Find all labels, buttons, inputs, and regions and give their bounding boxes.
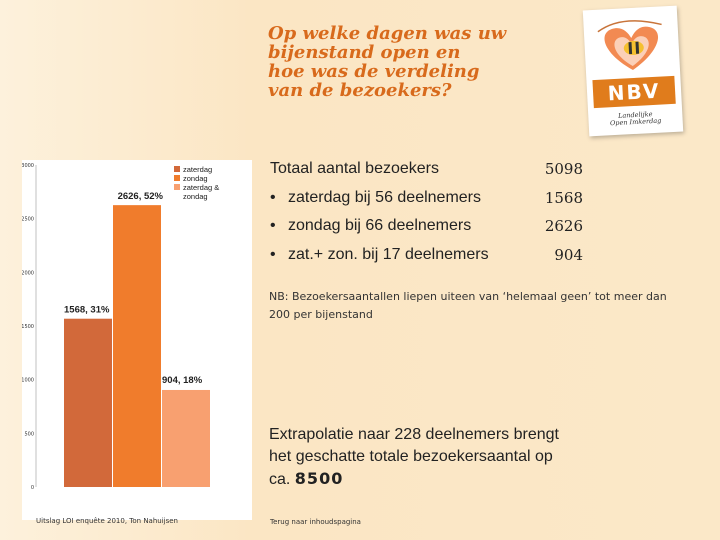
bee-heart-icon [597,20,662,71]
bullet: • [270,189,276,206]
logo-subtitle: Landelijke Open Imkerdag [609,110,662,128]
item-label: zat.+ zon. bij 17 deelnemers [288,246,489,263]
y-tick-label: 1500 [22,324,34,330]
extrapolation-number: 8500 [294,469,344,488]
bar-1 [64,318,112,487]
nbv-brand: NBV [592,75,676,109]
legend-label: zondag [183,192,208,201]
y-tick-label: 500 [24,431,34,437]
nbv-logo: NBV Landelijke Open Imkerdag [582,5,684,137]
data-label: 904, 18% [162,375,203,386]
y-tick-label: 0 [31,485,34,491]
legend-label: zaterdag & [183,183,219,192]
item-label: zondag bij 66 deelnemers [288,217,472,234]
y-tick-label: 2000 [22,270,34,276]
bar-2 [113,205,161,487]
item-label: zaterdag bij 56 deelnemers [288,189,482,206]
total-label: Totaal aantal bezoekers [270,160,439,177]
item-value: 1568 [544,189,583,207]
item-value: 2626 [544,217,583,235]
y-tick-label: 1000 [22,378,34,384]
page-title: Op welke dagen was uw bijenstand open en… [268,23,507,101]
extrapolation-text: Extrapolatie naar 228 deelnemers brengt … [269,424,569,491]
legend-label: zaterdag [183,165,212,174]
bullet: • [270,217,276,234]
legend-swatch [174,184,180,190]
extrapolation-sentence: Extrapolatie naar 228 deelnemers brengt … [269,426,559,488]
data-label: 1568, 31% [64,305,110,316]
list-item: • zondag bij 66 deelnemers 2626 [270,217,590,241]
source-caption: Uitslag LOI enquête 2010, Ton Nahuijsen [36,517,178,525]
bar-chart: 0 500 1000 1500 2000 2500 3000 1568, 31% 2626, 5… [22,160,252,520]
legend-swatch [174,175,180,181]
list-item: • zat.+ zon. bij 17 deelnemers 904 [270,246,590,270]
y-tick-label: 2500 [22,217,34,223]
item-value: 904 [554,246,583,264]
total-value: 5098 [544,160,583,178]
legend-swatch [174,166,180,172]
list-item: • zaterdag bij 56 deelnemers 1568 [270,189,590,213]
bar-3 [162,389,210,487]
bar-chart-svg: 0 500 1000 1500 2000 2500 3000 1568, 31% 2626, 5… [22,163,219,491]
note-text: NB: Bezoekersaantallen liepen uiteen van… [269,290,667,321]
legend-label: zondag [183,174,208,183]
bullet: • [270,246,276,263]
back-link[interactable]: Terug naar inhoudspagina [270,518,361,526]
total-row: Totaal aantal bezoekers 5098 [270,160,590,184]
y-tick-label: 3000 [22,163,34,169]
data-label: 2626, 52% [118,191,164,202]
